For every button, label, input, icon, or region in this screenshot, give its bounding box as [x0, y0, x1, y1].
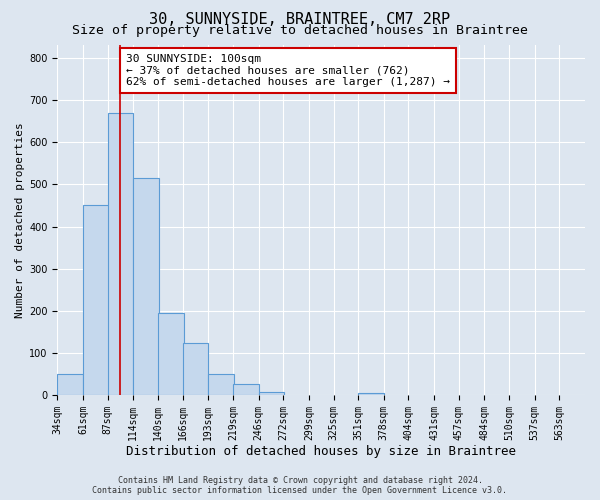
Text: 30, SUNNYSIDE, BRAINTREE, CM7 2RP: 30, SUNNYSIDE, BRAINTREE, CM7 2RP [149, 12, 451, 26]
Text: Size of property relative to detached houses in Braintree: Size of property relative to detached ho… [72, 24, 528, 37]
Bar [182, 342, 208, 396]
Bar [358, 394, 384, 396]
Y-axis label: Number of detached properties: Number of detached properties [15, 122, 25, 318]
Bar [259, 392, 284, 396]
Bar [233, 384, 259, 396]
Bar [83, 206, 109, 396]
Text: 30 SUNNYSIDE: 100sqm
← 37% of detached houses are smaller (762)
62% of semi-deta: 30 SUNNYSIDE: 100sqm ← 37% of detached h… [126, 54, 450, 87]
Bar [58, 374, 83, 396]
X-axis label: Distribution of detached houses by size in Braintree: Distribution of detached houses by size … [126, 444, 516, 458]
Bar [107, 112, 133, 396]
Bar [158, 313, 184, 396]
Bar [208, 374, 234, 396]
Bar [133, 178, 159, 396]
Text: Contains HM Land Registry data © Crown copyright and database right 2024.
Contai: Contains HM Land Registry data © Crown c… [92, 476, 508, 495]
